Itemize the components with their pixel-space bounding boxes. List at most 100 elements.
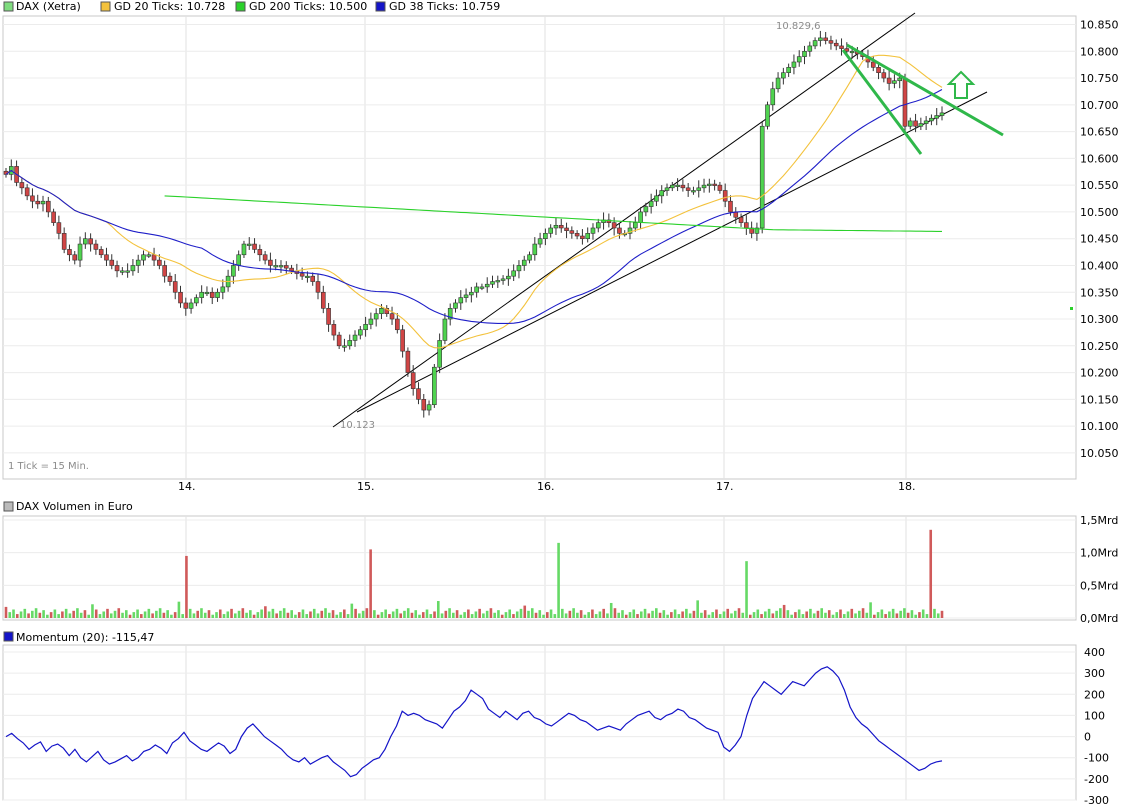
candle-body	[474, 286, 479, 293]
volume-bar	[797, 609, 801, 618]
candle-body	[823, 37, 828, 41]
volume-bar	[241, 608, 245, 618]
volume-bar	[215, 612, 218, 618]
legend-gd20: GD 20 Ticks: 10.728	[114, 0, 225, 13]
volume-bar	[470, 614, 474, 618]
volume-bar	[839, 609, 842, 618]
volume-bar	[561, 608, 564, 618]
candle-body	[490, 281, 495, 285]
volume-bar	[888, 611, 891, 618]
volume-bar	[264, 606, 267, 618]
volume-bar	[576, 612, 579, 618]
volume-bar	[812, 613, 816, 618]
volume-bar	[346, 614, 350, 618]
volume-bar	[670, 612, 673, 618]
candle-body	[410, 372, 416, 389]
candle-body	[892, 80, 897, 84]
candle-body	[204, 291, 210, 295]
candle-body	[342, 345, 347, 348]
volume-bar	[403, 610, 406, 618]
volume-bar	[358, 613, 361, 618]
volume-bar	[339, 612, 342, 618]
volume-bar	[591, 609, 594, 618]
candle-body	[358, 329, 363, 336]
candle-body	[162, 265, 167, 277]
volume-bar	[421, 612, 425, 618]
candle-body	[72, 254, 78, 261]
candle-body	[400, 329, 405, 352]
candle-body	[389, 313, 395, 320]
volume-bar	[354, 608, 357, 618]
volume-bar	[83, 610, 87, 618]
volume-bar	[925, 614, 929, 618]
candle-body	[617, 227, 622, 234]
candle-body	[437, 340, 442, 368]
volume-bar	[530, 608, 534, 618]
volume-bar	[320, 610, 324, 618]
candle-body	[209, 291, 215, 298]
candle-body	[907, 120, 913, 127]
volume-bar	[602, 608, 605, 618]
candle-body	[88, 238, 93, 245]
volume-bar	[109, 613, 113, 618]
volume-bar	[335, 614, 339, 618]
volume-bar	[842, 614, 846, 618]
volume-bar	[245, 612, 248, 618]
price-y-tick-label: 10.800	[1080, 45, 1119, 58]
candle-body	[929, 117, 934, 122]
candle-body	[458, 297, 464, 304]
volume-bar	[282, 608, 286, 618]
wedge-upper-line	[846, 43, 1004, 137]
candle-body	[500, 278, 506, 281]
volume-bar	[15, 614, 19, 618]
candle-body	[120, 270, 125, 273]
legend-gd38: GD 38 Ticks: 10.759	[389, 0, 500, 13]
x-tick-label: 16.	[537, 480, 555, 493]
volume-bar	[869, 602, 872, 618]
candle-body	[749, 227, 754, 234]
volume-bar	[827, 610, 831, 618]
volume-bar	[493, 612, 496, 618]
momentum-panel-frame	[2, 644, 1077, 801]
volume-title: DAX Volumen in Euro	[16, 500, 133, 513]
volume-bar	[688, 613, 692, 618]
volume-bar	[722, 611, 726, 618]
volume-bar	[312, 608, 316, 618]
volume-bar	[673, 609, 677, 618]
price-panel-frame	[2, 15, 1077, 480]
volume-bar	[19, 611, 23, 618]
price-y-tick-label: 10.150	[1080, 393, 1119, 406]
candle-body	[569, 230, 575, 234]
volume-bar	[331, 610, 335, 618]
volume-bar	[914, 614, 917, 618]
wedge-lower-line	[841, 49, 923, 155]
volume-bar	[824, 612, 827, 618]
volume-bar	[527, 610, 530, 618]
volume-bar	[8, 612, 12, 618]
x-tick-label: 15.	[357, 480, 375, 493]
volume-bar	[636, 614, 639, 618]
candle-body	[109, 259, 115, 266]
candle-body	[648, 200, 654, 207]
candle-body	[675, 184, 680, 187]
volume-bar	[200, 608, 203, 618]
volume-bar	[534, 612, 538, 618]
candle-body	[564, 227, 569, 231]
candle-body	[373, 313, 379, 320]
marker-dot	[1070, 307, 1073, 310]
volume-bar	[628, 612, 632, 618]
volume-bar	[546, 612, 549, 618]
volume-bar	[910, 610, 914, 618]
candle-body	[728, 200, 733, 213]
volume-bar	[61, 611, 64, 618]
candle-body	[818, 37, 823, 41]
volume-bar	[79, 612, 83, 618]
candle-body	[479, 286, 485, 289]
candle-body	[310, 275, 316, 282]
candle-body	[701, 184, 707, 189]
candle-body	[574, 233, 580, 237]
trend-channel-line	[332, 12, 916, 428]
gd38-line	[5, 89, 943, 324]
candle-body	[93, 243, 99, 250]
